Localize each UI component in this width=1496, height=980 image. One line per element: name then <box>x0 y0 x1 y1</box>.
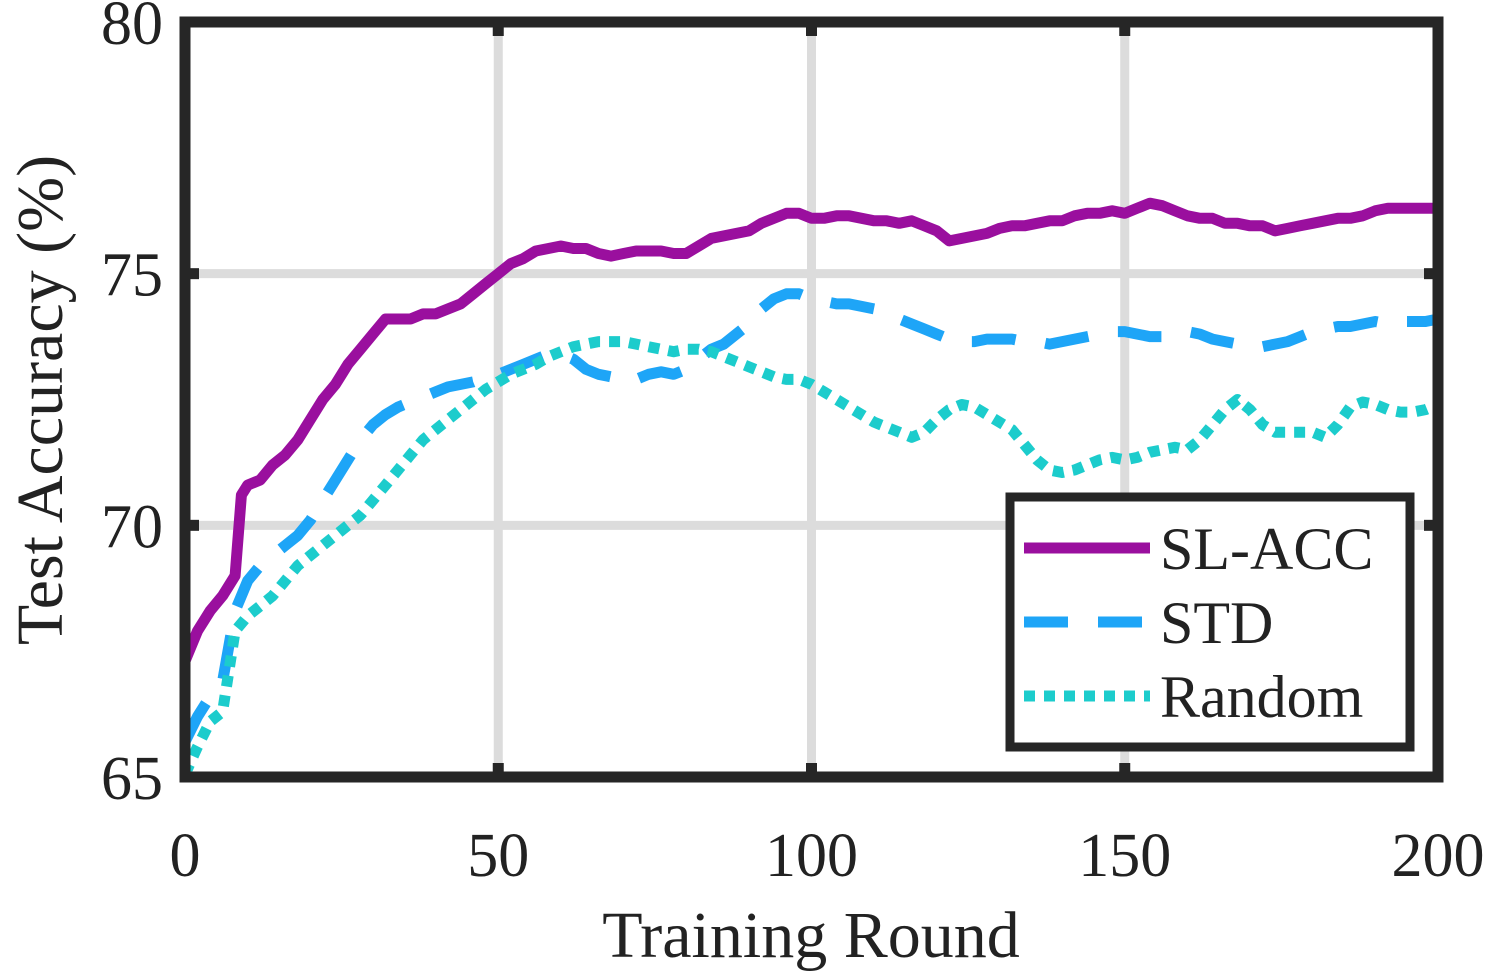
legend: SL-ACC STD Random <box>1005 492 1415 752</box>
series-line-std <box>180 288 1440 745</box>
y-tick-label: 80 <box>101 0 163 58</box>
axis-ticks: 0 50 100 150 200 65 70 75 80 <box>101 0 1485 890</box>
x-tick-label: 100 <box>765 822 858 890</box>
x-tick-label: 50 <box>467 822 529 890</box>
y-tick-label: 75 <box>101 242 163 310</box>
plot-series <box>179 197 1441 777</box>
y-axis-label: Test Accuracy (%) <box>4 155 77 645</box>
series-line-sl-acc <box>179 197 1438 664</box>
x-tick-label: 0 <box>170 822 201 890</box>
series-line-random <box>179 336 1441 777</box>
legend-label: SL-ACC <box>1160 516 1373 582</box>
x-tick-label: 150 <box>1078 822 1171 890</box>
y-tick-label: 65 <box>101 745 163 813</box>
legend-label: STD <box>1160 590 1273 656</box>
legend-items: SL-ACC STD Random <box>1024 516 1373 730</box>
x-axis-label: Training Round <box>602 899 1019 972</box>
legend-box <box>1005 492 1415 752</box>
y-tick-label: 70 <box>101 493 163 561</box>
legend-label: Random <box>1160 664 1363 730</box>
x-tick-label: 200 <box>1392 822 1485 890</box>
